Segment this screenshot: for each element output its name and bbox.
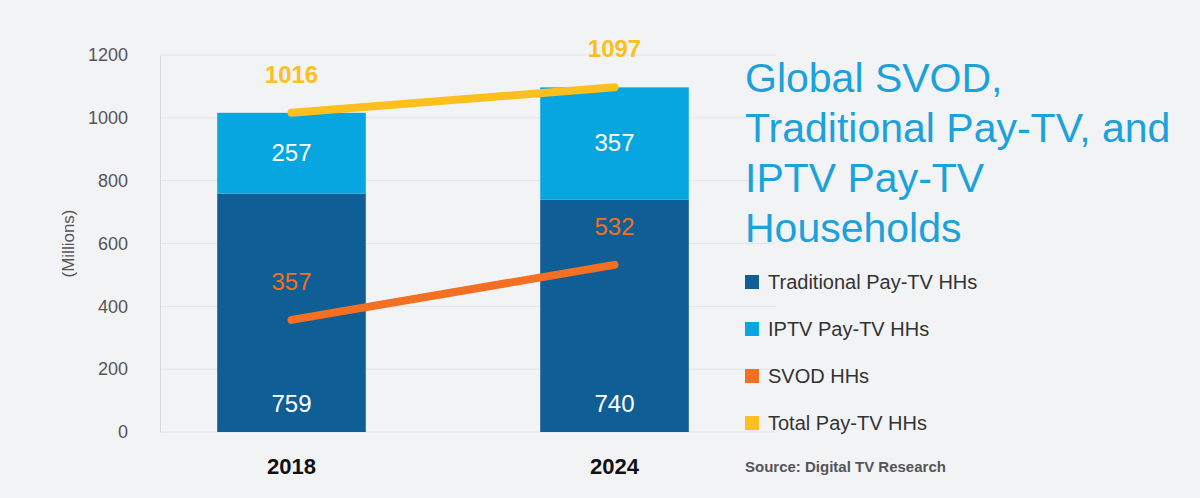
data-label: 759: [271, 390, 311, 417]
bar-segment: [540, 200, 689, 432]
line: [292, 265, 615, 320]
data-label: 357: [594, 129, 634, 156]
y-tick-label: 400: [98, 297, 128, 317]
y-tick: 400: [98, 297, 160, 317]
x-tick-label: 2024: [590, 454, 640, 479]
y-tick-label: 200: [98, 359, 128, 379]
y-tick-label: 1200: [88, 45, 128, 65]
y-axis-line: [160, 56, 161, 433]
y-tick-label: 800: [98, 171, 128, 191]
y-tick: 200: [98, 359, 160, 379]
y-tick: 1000: [88, 108, 160, 128]
data-label: 257: [271, 139, 311, 166]
legend-swatch: [745, 416, 759, 430]
legend-swatch: [745, 369, 759, 383]
x-axis-line: [131, 432, 777, 433]
line: [292, 87, 615, 112]
legend-label: IPTV Pay-TV HHs: [768, 318, 929, 340]
data-label: 1016: [265, 61, 318, 88]
data-labels: 759 740 257 357 357 532 1016 1097: [265, 35, 641, 417]
grid-line: [160, 55, 776, 56]
source-note: Source: Digital TV Research: [745, 458, 946, 475]
y-tick-label: 1000: [88, 108, 128, 128]
legend-label: Traditional Pay-TV HHs: [768, 271, 977, 293]
grid: [160, 55, 776, 432]
legend: Traditional Pay-TV HHs IPTV Pay-TV HHs SVO…: [745, 271, 977, 434]
legend-label: Total Pay-TV HHs: [768, 412, 927, 434]
chart: 0 200 400 600 800 1000 1200 (Millions) 2018 2024 7…: [0, 0, 1200, 498]
data-label: 357: [271, 268, 311, 295]
data-label: 1097: [588, 35, 641, 62]
plot-area: [217, 87, 689, 432]
y-axis-title: (Millions): [59, 210, 78, 278]
legend-swatch: [745, 322, 759, 336]
x-tick: 2018: [267, 432, 316, 479]
y-tick-label: 0: [118, 422, 128, 442]
y-tick-label: 600: [98, 234, 128, 254]
y-axis: 0 200 400 600 800 1000 1200: [88, 45, 161, 442]
data-label: 740: [594, 390, 634, 417]
bar-segment: [217, 113, 366, 194]
y-tick: 600: [98, 234, 160, 254]
x-tick-label: 2018: [267, 454, 316, 479]
data-label: 532: [594, 213, 634, 240]
bar-segment: [540, 87, 689, 199]
title: Global SVOD,Traditional Pay-TV, andIPTV …: [745, 55, 1170, 251]
x-tick: 2024: [590, 432, 640, 479]
y-tick: 0: [118, 422, 160, 442]
legend-swatch: [745, 275, 759, 289]
y-tick: 1200: [88, 45, 160, 65]
y-tick: 800: [98, 171, 160, 191]
x-axis: 2018 2024: [131, 432, 777, 479]
background: [0, 0, 1200, 498]
legend-label: SVOD HHs: [768, 365, 869, 387]
